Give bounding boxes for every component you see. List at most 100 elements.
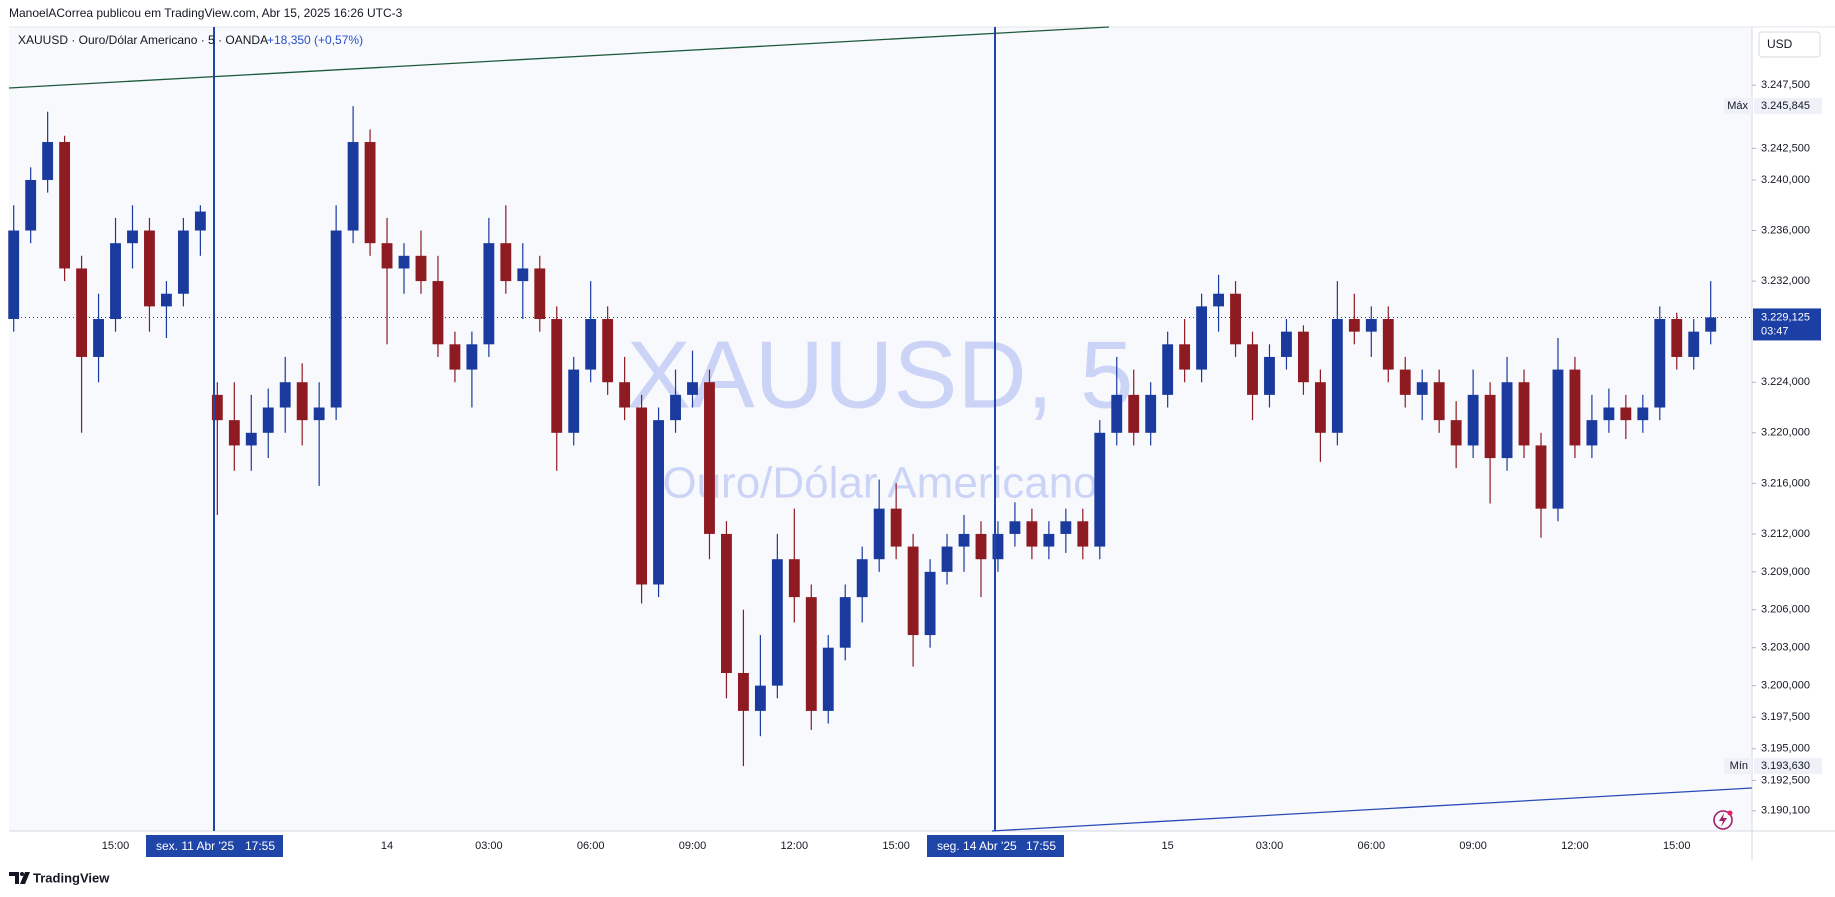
price-marker-name: Mín [1730,760,1748,772]
candle-body [262,407,274,433]
candle-body [1467,394,1479,446]
candle-body [1162,344,1174,395]
candle-body [1264,356,1275,395]
currency: USD [1767,37,1793,51]
candle-body [754,685,766,711]
y-tick-label: 3.247,500 [1761,79,1810,91]
candle-body [1145,394,1157,433]
price-marker-tag [1724,98,1752,115]
axes: 3.247,500 3.242,500 3.240,000 3.236,000 3.23… [9,79,1822,852]
candle-body [1060,521,1072,534]
y-tick-label: 3.203,000 [1761,642,1810,654]
candle-body [839,597,851,648]
currency-box[interactable] [1758,31,1821,58]
candle-body [1416,382,1428,395]
candle-body [1535,445,1547,509]
brand-logo[interactable]: TradingView [9,870,110,885]
candle-body [296,382,308,421]
candle-body [1484,394,1496,459]
y-tick-label: 3.212,000 [1761,528,1810,540]
candle-body [1094,432,1106,547]
candle-body [721,533,732,673]
candle-body [8,230,20,320]
countdown: 03:47 [1761,325,1789,337]
y-tick-label: 3.197,500 [1761,711,1810,723]
candle-body [822,647,834,711]
publisher-line: ManoelACorrea publicou em TradingView.co… [9,6,403,20]
candle-body [517,268,529,282]
candle-body [551,319,563,433]
candle-body [59,142,71,269]
candle-body [466,344,478,370]
x-tick-label: 15:00 [102,840,130,852]
x-tick-label: 09:00 [679,840,707,852]
candle-body [856,559,868,598]
x-tick-label: 12:00 [1561,840,1589,852]
watermark: XAUUSD, 5 Ouro/Dólar Americano [627,321,1134,507]
candle-body [1569,369,1581,446]
candle-body [483,243,495,345]
candle-body [1552,369,1564,509]
candle-body [398,255,410,269]
candle-body [1433,382,1445,421]
candle-body [788,559,800,598]
candle-body [568,369,580,433]
change-legend: +18,350 (+0,57%) [267,33,363,47]
candle-body [1314,382,1326,433]
candle-body [330,230,342,408]
candle-body [245,432,257,446]
y-tick-label: 3.220,000 [1761,427,1810,439]
y-tick-label: 3.192,500 [1761,774,1810,786]
candle-body [1230,293,1241,345]
candle-body [415,255,427,282]
x-tick-label: 15:00 [1663,840,1691,852]
candle-body [1043,533,1055,547]
candle-body [194,211,206,231]
candle-body [144,230,155,307]
price-marker-label: 3.193,630 [1761,760,1810,772]
candle-body [907,546,919,636]
x-tick-label: 03:00 [475,840,503,852]
candle-body [1365,319,1377,332]
x-tick-label: 09:00 [1459,840,1487,852]
candle-body [313,407,325,421]
candle-body [1128,394,1140,433]
candle-body [585,319,597,370]
y-tick-label: 3.195,000 [1761,743,1810,755]
candle-body [347,142,359,231]
last-price-box [1753,308,1821,341]
candle-body [1450,420,1462,446]
candle-body [1247,344,1258,395]
alert-icon[interactable] [1713,810,1733,830]
time-marker-box [927,835,1064,857]
candle-body [160,293,172,307]
y-tick-label: 3.232,000 [1761,275,1810,287]
watermark-subtitle: Ouro/Dólar Americano [662,459,1097,508]
candle-body [805,597,817,711]
candle-body [992,533,1004,560]
candle-body [449,344,461,370]
time-marker-box [146,835,283,857]
candle-body [924,571,936,636]
candle-body [958,533,970,547]
candle-body [211,394,223,421]
candles [8,106,1717,767]
candle-body [1382,319,1394,370]
candle-body [941,546,953,572]
candle-body [687,382,698,395]
candle-body [432,281,444,345]
time-marker-date: seg. 14 Abr '25 [937,839,1017,853]
candle-body [1637,407,1649,421]
candle-body [1281,331,1292,357]
watermark-symbol: XAUUSD, 5 [627,321,1134,428]
trend-line [991,787,1753,832]
candle-body [93,319,104,357]
x-tick-label: 14 [381,840,393,852]
candle-body [1196,306,1208,370]
candle-body [1077,521,1089,547]
candle-body [381,243,393,269]
candle-body [1399,369,1411,395]
y-tick-label: 3.240,000 [1761,174,1810,186]
candle-body [1297,331,1309,383]
brand-name: TradingView [33,870,110,885]
